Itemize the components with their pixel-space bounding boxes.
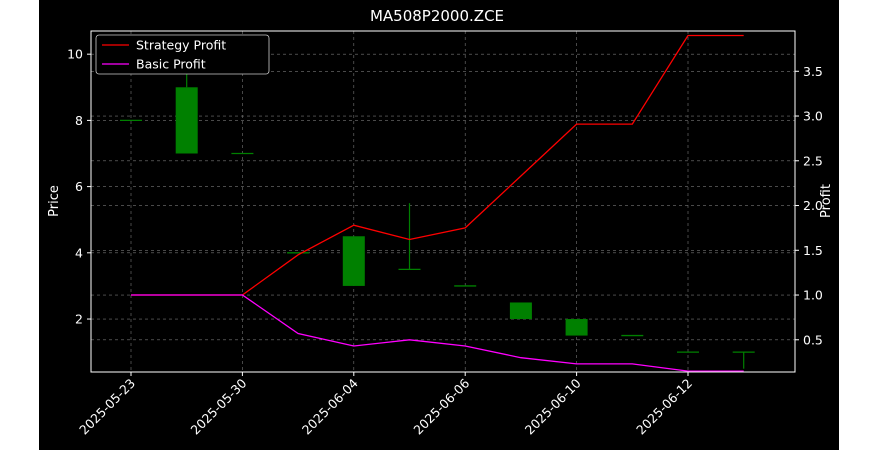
x-tick-label: 2025-06-12	[633, 376, 695, 438]
right-y-axis: 0.5 1.0 1.5 2.0 2.5 3.0 3.5	[795, 64, 823, 347]
left-tick-label: 2	[75, 312, 83, 327]
right-tick-label: 2.5	[803, 153, 823, 168]
chart-svg: MA508P2000.ZCE 2 4 6 8 10 0.5 1.0 1.5 2.0 2.5 3.0…	[47, 7, 834, 437]
series-line	[131, 294, 744, 372]
grid-lines	[91, 31, 795, 372]
right-tick-label: 3.5	[803, 64, 823, 79]
legend-label: Basic Profit	[136, 57, 206, 72]
series-line	[131, 34, 744, 296]
legend-box	[95, 34, 270, 75]
x-tick-label: 2025-06-04	[299, 375, 361, 437]
right-tick-label: 0.5	[803, 332, 823, 347]
right-tick-label: 2.0	[803, 198, 823, 213]
candlesticks	[120, 70, 755, 369]
x-tick-label: 2025-05-30	[188, 375, 250, 437]
profit-lines	[131, 34, 744, 372]
left-tick-label: 8	[75, 113, 83, 128]
chart-figure: MA508P2000.ZCE 2 4 6 8 10 0.5 1.0 1.5 2.0 2.5 3.0…	[39, 0, 839, 450]
legend: Strategy Profit Basic Profit	[95, 34, 270, 75]
x-tick-label: 2025-06-10	[522, 375, 584, 437]
left-tick-label: 10	[67, 47, 83, 62]
x-tick-label: 2025-06-06	[410, 375, 472, 437]
candle-body	[342, 236, 365, 286]
chart-title: MA508P2000.ZCE	[370, 7, 504, 25]
plot-frame	[90, 30, 796, 373]
x-tick-label: 2025-05-23	[76, 376, 138, 438]
right-axis-label: Profit	[819, 184, 834, 218]
x-axis: 2025-05-23 2025-05-30 2025-06-04 2025-06-06…	[76, 372, 695, 437]
right-tick-label: 1.0	[803, 288, 823, 303]
right-tick-label: 3.0	[803, 109, 823, 124]
right-tick-label: 1.5	[803, 243, 823, 258]
legend-label: Strategy Profit	[136, 38, 226, 53]
candle-body	[565, 319, 588, 336]
left-tick-label: 4	[75, 245, 83, 260]
left-y-axis: 2 4 6 8 10	[67, 47, 91, 327]
left-tick-label: 6	[75, 179, 83, 194]
left-axis-label: Price	[47, 185, 62, 217]
candle-body	[509, 302, 532, 320]
candle-body	[175, 87, 198, 154]
